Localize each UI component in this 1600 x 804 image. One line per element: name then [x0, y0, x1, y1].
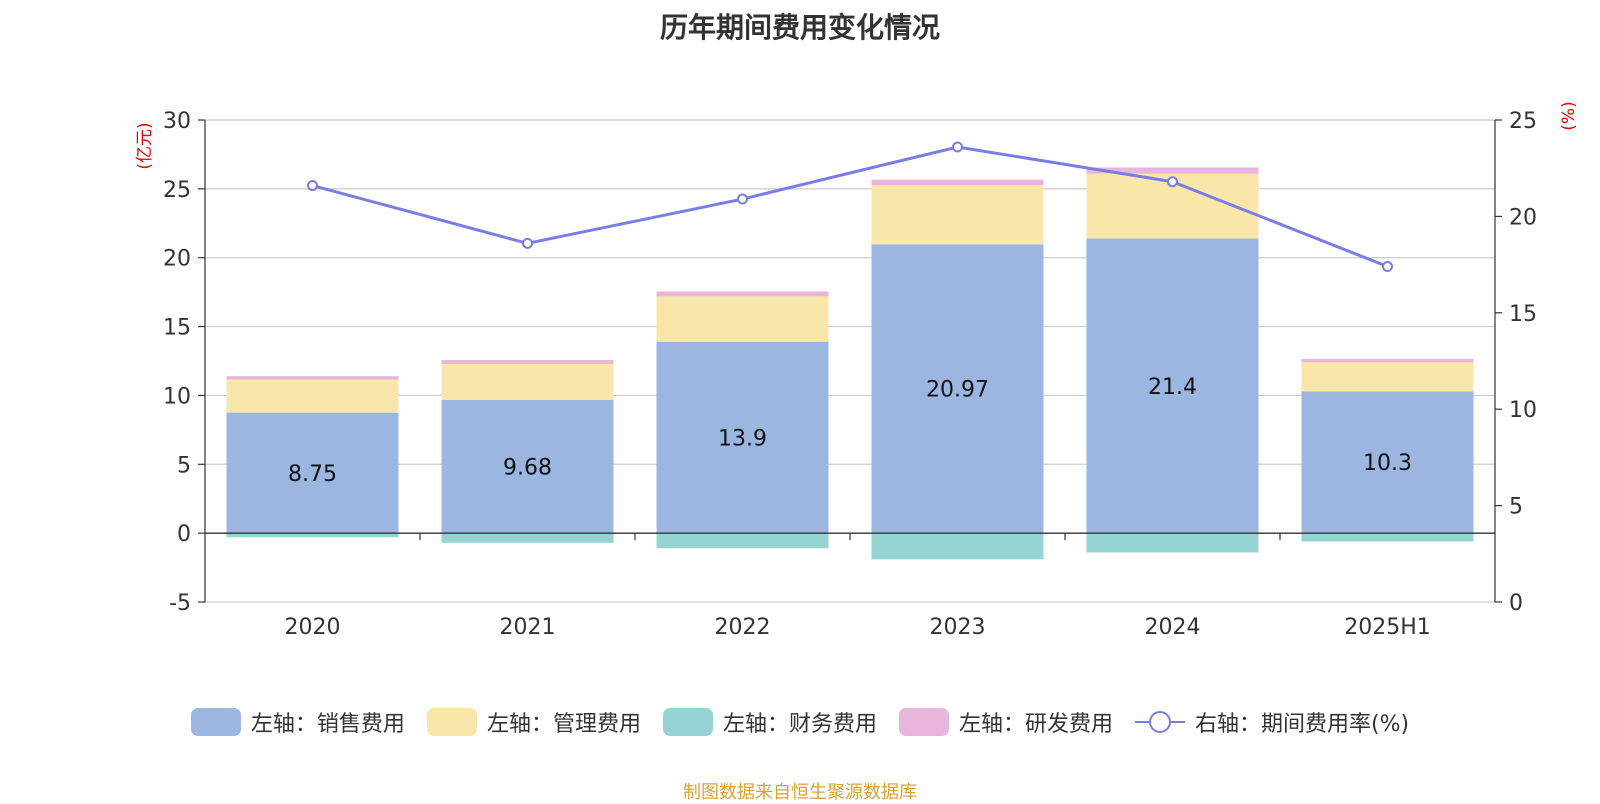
bar-segment-0 — [656, 341, 829, 534]
bar-segment-1 — [226, 379, 399, 413]
bar-segment-2 — [226, 533, 399, 538]
bar-segment-1 — [441, 364, 614, 400]
x-tick-label: 2022 — [715, 615, 771, 640]
bar-layer — [226, 167, 1474, 560]
left-tick-label: 0 — [177, 522, 191, 547]
bar-segment-0 — [871, 244, 1044, 534]
left-tick-label: 10 — [163, 384, 191, 409]
chart-title: 历年期间费用变化情况 — [659, 11, 940, 44]
bar-segment-2 — [441, 533, 614, 543]
left-tick-label: 25 — [163, 178, 191, 203]
line-layer — [307, 141, 1393, 273]
right-tick-label: 25 — [1509, 109, 1537, 134]
left-tick-label: 30 — [163, 109, 191, 134]
bar-segment-3 — [1301, 358, 1474, 363]
bar-segment-3 — [226, 376, 399, 380]
right-axis-label: (%) — [1559, 101, 1579, 130]
right-tick-label: 10 — [1509, 398, 1537, 423]
bar-segment-2 — [1301, 533, 1474, 542]
x-tick-label: 2023 — [930, 615, 986, 640]
rate-line — [312, 145, 1389, 268]
rate-point — [1167, 176, 1178, 188]
legend-item-rnd[interactable]: 左轴：研发费用 — [898, 706, 1113, 738]
x-tick-label: 2020 — [285, 615, 341, 640]
data-label: 13.9 — [718, 426, 767, 451]
legend-label-finance: 左轴：财务费用 — [722, 712, 877, 737]
source-note: 制图数据来自恒生聚源数据库 — [683, 782, 917, 803]
data-label: 21.4 — [1148, 375, 1197, 400]
data-label: 20.97 — [926, 378, 989, 403]
bar-segment-0 — [441, 399, 614, 534]
legend-swatch-sales — [190, 708, 241, 736]
data-label: 8.75 — [288, 462, 337, 487]
bar-segment-2 — [656, 533, 829, 549]
data-label: 9.68 — [503, 455, 552, 480]
legend-item-sales[interactable]: 左轴：销售费用 — [190, 706, 405, 738]
legend-label-sales: 左轴：销售费用 — [250, 712, 405, 737]
legend-item-rate[interactable]: 右轴：期间费用率(%) — [1134, 706, 1410, 738]
left-axis-label: (亿元) — [135, 122, 155, 169]
right-tick-label: 20 — [1509, 205, 1537, 230]
x-tick-label: 2025H1 — [1344, 615, 1431, 640]
left-tick-label: 20 — [163, 247, 191, 272]
bar-segment-3 — [441, 359, 614, 365]
legend-label-admin: 左轴：管理费用 — [486, 712, 641, 737]
grid-layer — [205, 119, 1495, 603]
legend-item-finance[interactable]: 左轴：财务费用 — [662, 706, 877, 738]
right-tick-label: 0 — [1509, 591, 1523, 616]
right-tick-label: 15 — [1509, 302, 1537, 327]
legend-swatch-finance — [662, 708, 713, 736]
bar-segment-3 — [1086, 167, 1259, 174]
rate-point — [522, 237, 533, 249]
axis-layer: -5 0 5 10 15 20 25 30 0 5 10 15 20 25 2020 2021 2022 2023… — [163, 109, 1537, 640]
legend-label-rate: 右轴：期间费用率(%) — [1194, 712, 1410, 737]
legend-label-rnd: 左轴：研发费用 — [958, 712, 1113, 737]
data-label: 10.3 — [1363, 451, 1412, 476]
bar-segment-0 — [1086, 238, 1259, 534]
legend-item-admin[interactable]: 左轴：管理费用 — [426, 706, 641, 738]
legend: 左轴：销售费用 左轴：管理费用 左轴：财务费用 左轴：研发费用 右轴：期间费用率… — [0, 706, 1600, 738]
legend-swatch-admin — [426, 708, 477, 736]
bar-segment-3 — [656, 291, 829, 297]
rate-point — [737, 193, 748, 205]
bar-segment-3 — [871, 179, 1044, 186]
rate-point — [952, 141, 963, 153]
chart-plot: -5 0 5 10 15 20 25 30 0 5 10 15 20 25 2020 2021 2022 2023… — [135, 101, 1579, 640]
bar-segment-1 — [871, 185, 1044, 245]
left-tick-label: 5 — [177, 453, 191, 478]
label-layer: 8.75 9.68 13.9 20.97 21.4 10.3 — [288, 375, 1412, 487]
right-tick-label: 5 — [1509, 495, 1523, 520]
bar-segment-1 — [1301, 362, 1474, 392]
bar-segment-0 — [226, 412, 399, 534]
rate-point — [307, 180, 318, 192]
x-tick-label: 2024 — [1145, 615, 1201, 640]
rate-point — [1382, 261, 1393, 273]
bar-segment-1 — [656, 296, 829, 342]
bar-segment-0 — [1301, 391, 1474, 534]
left-tick-label: -5 — [169, 591, 191, 616]
left-tick-label: 15 — [163, 316, 191, 341]
legend-line-marker-icon — [1134, 708, 1185, 736]
x-tick-label: 2021 — [500, 615, 556, 640]
legend-swatch-rnd — [898, 708, 949, 736]
bar-segment-2 — [1086, 533, 1259, 553]
bar-segment-2 — [871, 533, 1044, 560]
